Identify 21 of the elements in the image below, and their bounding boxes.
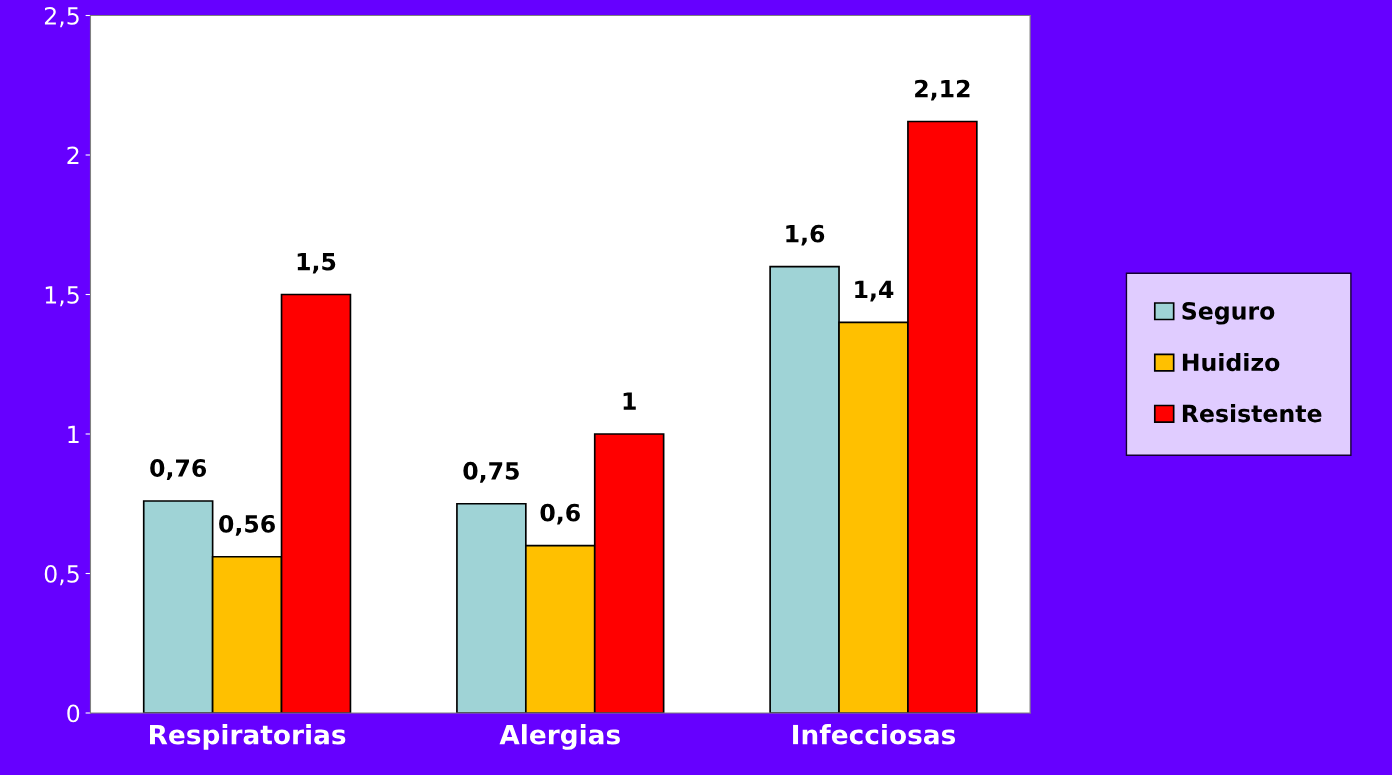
y-tick-label: 2,5 — [44, 6, 79, 28]
y-tick-label: 0,5 — [44, 564, 79, 586]
data-label: 1,4 — [855, 280, 894, 302]
legend-label: Huidizo — [1182, 352, 1280, 372]
x-tick-label: Alergias — [499, 724, 620, 750]
x-tick-label: Respiratorias — [150, 724, 346, 750]
data-label: 0,6 — [540, 503, 580, 525]
y-tick-label: 1 — [68, 425, 79, 443]
data-label: 0,76 — [150, 459, 207, 480]
data-label: 1,6 — [786, 224, 825, 246]
legend-label: Resistente — [1182, 404, 1322, 423]
y-tick-label: 1,5 — [45, 286, 79, 307]
legend-label: Seguro — [1182, 301, 1275, 325]
y-tick-label: 0 — [67, 704, 80, 723]
data-label: 0,56 — [219, 514, 275, 536]
data-label: 0,75 — [463, 461, 519, 483]
data-label: 1 — [623, 392, 636, 410]
data-label: 2,12 — [915, 79, 970, 101]
y-tick-label: 2 — [67, 146, 79, 164]
data-label: 1,5 — [297, 252, 336, 274]
x-tick-label: Infecciosas — [793, 724, 956, 745]
